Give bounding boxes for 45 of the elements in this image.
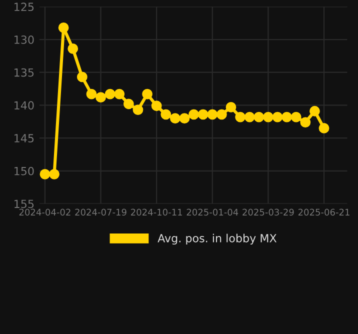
point	[142, 88, 152, 100]
y-tick-label: 130	[14, 36, 34, 44]
point	[151, 100, 162, 112]
point	[262, 112, 274, 122]
y-tick-label: 125	[14, 2, 34, 12]
point	[198, 109, 208, 120]
point	[58, 22, 69, 33]
point	[86, 88, 97, 100]
x-tick-label: 2024-04-02	[19, 208, 70, 216]
point	[170, 113, 180, 124]
y-tick-label: 155	[14, 200, 34, 208]
y-tick-label: 135	[14, 68, 34, 77]
point	[68, 44, 78, 54]
point	[160, 109, 172, 120]
point	[290, 112, 302, 122]
point	[132, 104, 144, 116]
point	[282, 112, 292, 122]
y-tick-label: 140	[14, 101, 34, 110]
point	[226, 102, 236, 112]
x-tick-label: 2025-03-29	[242, 208, 294, 216]
point	[309, 106, 320, 116]
point	[207, 109, 218, 120]
y-tick-label: 145	[14, 134, 34, 142]
point	[318, 122, 330, 134]
point	[123, 98, 134, 110]
point	[216, 109, 227, 120]
x-tick-label: 2024-07-19	[75, 208, 126, 216]
point	[244, 112, 255, 122]
point	[104, 88, 116, 100]
x-tick-label: 2025-01-04	[186, 208, 238, 216]
point	[272, 112, 283, 122]
point	[179, 113, 190, 124]
x-tick-label: 2025-06-21	[298, 208, 350, 216]
point	[49, 168, 60, 180]
point	[96, 92, 106, 103]
point	[114, 88, 125, 100]
y-tick-label: 150	[14, 166, 34, 176]
point	[76, 72, 88, 82]
point	[188, 109, 199, 120]
legend-label: Avg. pos. in lobby MX	[158, 234, 277, 245]
point	[254, 112, 264, 122]
point	[40, 168, 50, 180]
point	[235, 112, 246, 122]
x-tick-label: 2024-10-11	[131, 208, 182, 216]
point	[300, 117, 311, 128]
